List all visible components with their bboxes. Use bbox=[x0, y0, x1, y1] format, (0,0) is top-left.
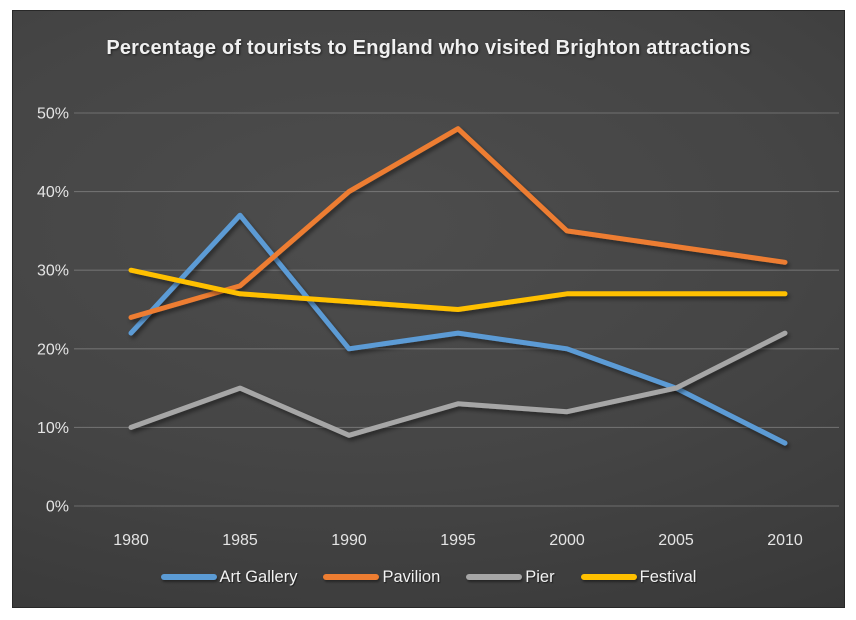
legend-label-festival: Festival bbox=[639, 567, 697, 586]
svg-text:1990: 1990 bbox=[331, 532, 367, 549]
series-lines bbox=[128, 126, 788, 446]
festival-line-marker bbox=[580, 574, 637, 580]
chart-legend: Art Gallery Pavilion Pier Festival bbox=[13, 565, 844, 589]
legend-label-pavilion: Pavilion bbox=[382, 567, 441, 586]
art-gallery-line-marker bbox=[160, 574, 217, 580]
svg-text:20%: 20% bbox=[37, 341, 69, 358]
svg-text:50%: 50% bbox=[37, 106, 69, 123]
legend-item-festival: Festival bbox=[580, 567, 697, 587]
x-axis-labels: 1980 1985 1990 1995 2000 2005 2010 bbox=[113, 532, 803, 549]
legend-item-pavilion: Pavilion bbox=[323, 568, 440, 587]
legend-item-pier: Pier bbox=[466, 567, 555, 587]
chart-frame: Percentage of tourists to England who vi… bbox=[12, 10, 845, 608]
legend-label-pier: Pier bbox=[525, 567, 555, 586]
svg-text:40%: 40% bbox=[37, 184, 69, 201]
svg-text:30%: 30% bbox=[37, 263, 69, 280]
pavilion-line-marker bbox=[323, 574, 380, 580]
legend-item-art-gallery: Art Gallery bbox=[160, 567, 298, 587]
svg-text:10%: 10% bbox=[37, 420, 69, 437]
legend-label-art-gallery: Art Gallery bbox=[219, 567, 298, 586]
y-axis-labels: 0% 10% 20% 30% 40% 50% bbox=[37, 106, 69, 516]
svg-text:0%: 0% bbox=[46, 499, 69, 516]
svg-text:2005: 2005 bbox=[658, 532, 694, 549]
line-chart-plot: 0% 10% 20% 30% 40% 50% 1980 1985 1990 1995 2000 20… bbox=[37, 106, 839, 549]
gridlines bbox=[74, 112, 839, 507]
svg-text:1980: 1980 bbox=[113, 532, 149, 549]
svg-text:1995: 1995 bbox=[440, 532, 476, 549]
svg-text:1985: 1985 bbox=[222, 532, 258, 549]
pier-line-marker bbox=[466, 574, 523, 580]
chart-title: Percentage of tourists to England who vi… bbox=[106, 37, 751, 59]
svg-text:2010: 2010 bbox=[767, 532, 803, 549]
svg-text:2000: 2000 bbox=[549, 532, 585, 549]
